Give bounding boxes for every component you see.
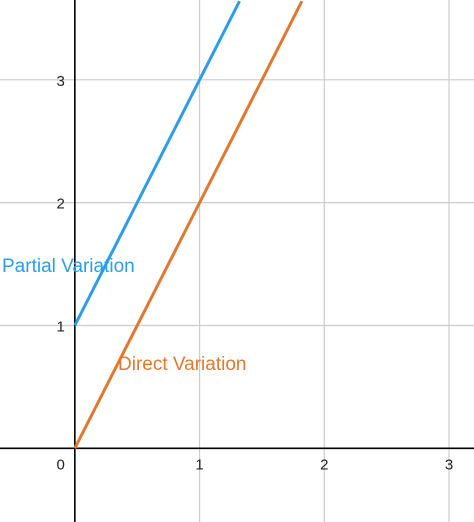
series-line-partial-variation xyxy=(73,0,241,327)
x-tick-label: 3 xyxy=(445,456,453,473)
x-tick-label: 1 xyxy=(195,456,203,473)
y-tick-label: 1 xyxy=(56,318,64,335)
x-tick-label: 2 xyxy=(320,456,328,473)
series-line-direct-variation xyxy=(73,0,304,449)
series-lines xyxy=(73,0,304,449)
x-tick-label: 0 xyxy=(56,456,64,473)
series-label-partial-variation: Partial Variation xyxy=(2,256,135,277)
series-label-direct-variation: Direct Variation xyxy=(118,354,246,375)
tick-labels: 0 1 2 3 1 2 3 xyxy=(56,73,453,473)
series-labels: Partial Variation Direct Variation xyxy=(2,256,246,375)
y-tick-label: 2 xyxy=(56,196,64,213)
y-tick-label: 3 xyxy=(56,73,64,90)
